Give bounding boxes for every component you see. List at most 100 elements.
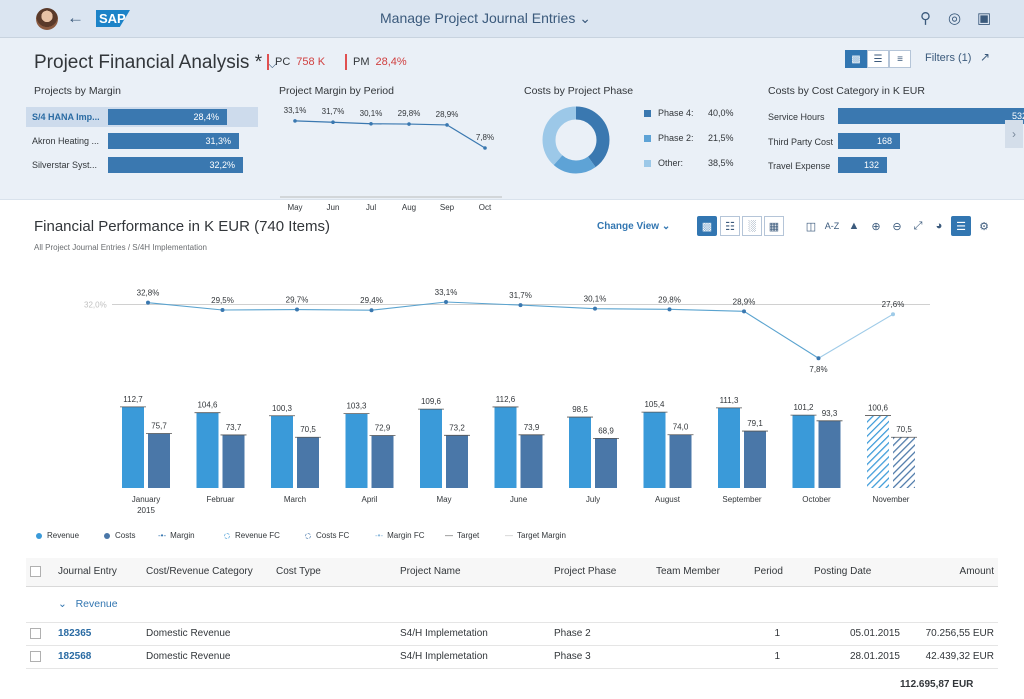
legend-item[interactable]: -•- Margin FC bbox=[375, 531, 424, 540]
revenue-value-label: 109,6 bbox=[421, 397, 442, 406]
financial-performance-chart[interactable]: 32,0% 32,8% 29,5% 29,7% 29,4% 33,1% 31,7% 30,1%… bbox=[0, 270, 1024, 520]
legend-toggle-icon[interactable]: ☰ bbox=[951, 216, 971, 236]
margin-point bbox=[816, 356, 821, 361]
target-margin-label: 32,0% bbox=[84, 300, 107, 309]
zoom-out-icon[interactable]: ⊖ bbox=[892, 220, 902, 233]
fit-width-icon[interactable]: ◫ bbox=[805, 220, 817, 233]
row-checkbox[interactable] bbox=[30, 650, 41, 662]
costs-bar bbox=[893, 437, 915, 488]
period-value-label: 31,7% bbox=[322, 107, 345, 116]
select-all-checkbox[interactable] bbox=[30, 566, 41, 578]
change-view-button[interactable]: Change View ⌄ bbox=[597, 221, 671, 232]
kpi-pc[interactable]: PC 758 K bbox=[267, 54, 325, 70]
next-cards-arrow-icon[interactable]: › bbox=[1005, 120, 1023, 148]
cell-date: 28.01.2015 bbox=[810, 645, 904, 669]
col-project-phase[interactable]: Project Phase bbox=[550, 558, 652, 587]
col-posting-date[interactable]: Posting Date bbox=[810, 558, 904, 587]
fullscreen-icon[interactable]: ⤢ bbox=[913, 219, 923, 232]
legend-item[interactable]: — Target Margin bbox=[505, 531, 566, 540]
back-arrow-icon[interactable]: ← bbox=[67, 8, 84, 27]
chart-view-icon[interactable]: ▩ bbox=[845, 50, 867, 68]
margin-point bbox=[742, 309, 746, 314]
margin-row[interactable]: S/4 HANA Imp... 28,4% bbox=[26, 107, 258, 127]
copilot-icon[interactable]: ◎ bbox=[948, 10, 962, 27]
phase-donut-chart[interactable] bbox=[540, 104, 612, 176]
col-cost-type[interactable]: Cost Type bbox=[272, 558, 396, 587]
period-line-chart[interactable]: 33,1% May 31,7% Jun 30,1% Jul 29,8% Aug 28,9% Sep… bbox=[276, 98, 506, 214]
legend-line-dot-icon: -•- bbox=[158, 531, 167, 540]
bar-chart-icon[interactable]: ░ bbox=[742, 216, 762, 236]
search-icon[interactable]: ⚲ bbox=[920, 10, 931, 27]
legend-item[interactable]: — Target bbox=[445, 531, 479, 540]
sap-logo[interactable]: SAP bbox=[96, 10, 130, 27]
donut-slice bbox=[542, 106, 610, 174]
combo-chart-icon[interactable]: ▩ bbox=[697, 216, 717, 236]
table-row[interactable]: 182365 Domestic Revenue S4/H Implemetati… bbox=[26, 622, 998, 646]
col-journal-entry[interactable]: Journal Entry bbox=[54, 558, 142, 587]
costs-bar bbox=[818, 420, 841, 488]
phase-legend-item: Phase 2: 21,5% bbox=[644, 133, 744, 145]
legend-label: Target bbox=[457, 531, 480, 540]
col-period[interactable]: Period bbox=[750, 558, 810, 587]
zoom-in-icon[interactable]: ⊕ bbox=[871, 220, 881, 233]
legend-item[interactable]: Revenue bbox=[36, 531, 79, 540]
period-value-label: 30,1% bbox=[360, 109, 383, 118]
journal-entry-link[interactable]: 182365 bbox=[54, 622, 142, 646]
costs-bar bbox=[669, 434, 692, 488]
cell-phase: Phase 2 bbox=[550, 622, 652, 646]
cell-cost-type bbox=[272, 645, 396, 669]
margin-point bbox=[667, 307, 672, 312]
legend-item[interactable]: -•- Margin bbox=[158, 531, 195, 540]
kpi-pm[interactable]: PM 28,4% bbox=[345, 54, 407, 70]
col-amount[interactable]: Amount bbox=[904, 558, 998, 587]
share-icon[interactable]: ↗ bbox=[980, 50, 991, 64]
legend-item[interactable]: Revenue FC bbox=[224, 531, 280, 540]
category-row-label: Service Hours bbox=[768, 112, 825, 122]
app-title-menu[interactable]: Manage Project Journal Entries ⌄ bbox=[380, 10, 591, 27]
phase-value: 21,5% bbox=[708, 133, 734, 143]
journal-entry-link[interactable]: 182568 bbox=[54, 645, 142, 669]
sort-icon[interactable]: A-Z bbox=[824, 221, 840, 231]
margin-value-label: 29,7% bbox=[286, 296, 309, 305]
category-label: November bbox=[873, 495, 910, 504]
gauge-icon[interactable]: ◕ bbox=[935, 220, 943, 232]
variant-chevron-icon[interactable]: ⌵ bbox=[267, 56, 278, 71]
category-row[interactable]: Travel Expense 132 bbox=[768, 157, 998, 173]
table-row[interactable]: 182568 Domestic Revenue S4/H Implemetati… bbox=[26, 645, 998, 669]
notifications-icon[interactable]: ▣ bbox=[977, 10, 992, 27]
cell-date: 05.01.2015 bbox=[810, 622, 904, 646]
margin-point bbox=[891, 312, 895, 317]
margin-row-label: Silverstar Syst... bbox=[32, 160, 98, 170]
period-point bbox=[331, 120, 335, 125]
table-icon[interactable]: ☷ bbox=[720, 216, 740, 236]
costs-value-label: 75,7 bbox=[151, 421, 167, 430]
revenue-value-label: 101,2 bbox=[793, 403, 814, 412]
row-checkbox[interactable] bbox=[30, 627, 41, 639]
user-avatar[interactable] bbox=[36, 8, 58, 30]
margin-point bbox=[295, 307, 299, 312]
col-team-member[interactable]: Team Member bbox=[652, 558, 750, 587]
legend-hatch-icon bbox=[305, 532, 311, 539]
table-view-icon[interactable]: ☰ bbox=[867, 50, 889, 68]
legend-line-icon: — bbox=[505, 531, 513, 540]
list-view-icon[interactable]: ≡ bbox=[889, 50, 911, 68]
col-category[interactable]: Cost/Revenue Category bbox=[142, 558, 272, 587]
kpi-pc-label: PC bbox=[275, 56, 291, 68]
col-project-name[interactable]: Project Name bbox=[396, 558, 550, 587]
margin-row[interactable]: Akron Heating ... 31,3% bbox=[26, 131, 258, 151]
group-row[interactable]: ⌄ Revenue bbox=[26, 586, 998, 623]
category-row[interactable]: Service Hours 532 bbox=[768, 108, 1024, 124]
category-label: October bbox=[802, 495, 831, 504]
legend-dot-icon bbox=[36, 532, 42, 539]
expand-chevron-icon[interactable]: ⌄ bbox=[58, 598, 67, 610]
legend-item[interactable]: Costs bbox=[104, 531, 135, 540]
filters-button[interactable]: Filters (1) bbox=[925, 52, 972, 64]
legend-item[interactable]: Costs FC bbox=[305, 531, 349, 540]
period-month-label: Jul bbox=[366, 203, 376, 212]
settings-gear-icon[interactable]: ⚙ bbox=[979, 220, 989, 233]
grid-icon[interactable]: ▦ bbox=[764, 216, 784, 236]
costs-bar bbox=[371, 435, 394, 488]
category-row[interactable]: Third Party Cost 168 bbox=[768, 133, 998, 149]
margin-row[interactable]: Silverstar Syst... 32,2% bbox=[26, 155, 258, 175]
drill-icon[interactable]: ▲ bbox=[848, 220, 860, 232]
